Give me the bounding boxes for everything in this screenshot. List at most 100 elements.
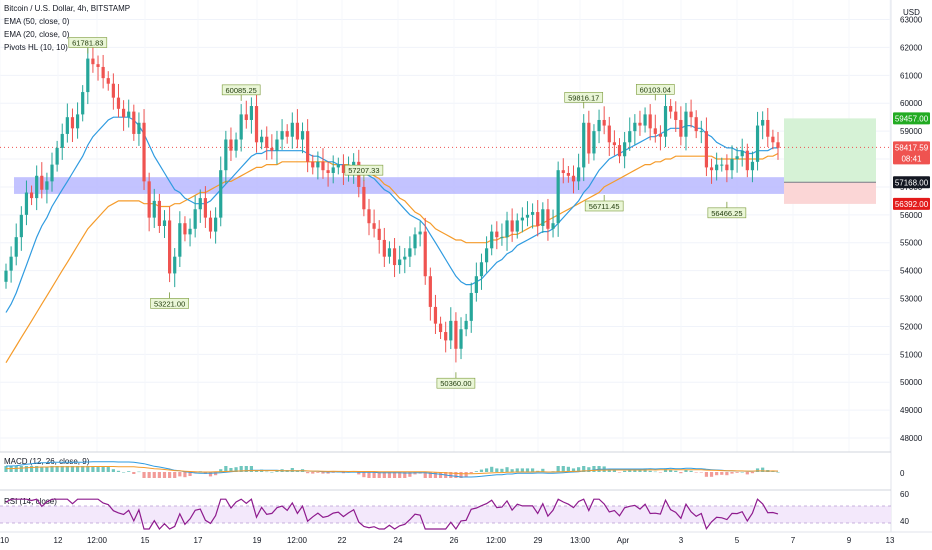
candle[interactable] bbox=[735, 147, 739, 173]
candle[interactable] bbox=[530, 203, 535, 229]
candle-body[interactable] bbox=[577, 167, 581, 182]
candle-body[interactable] bbox=[260, 136, 264, 143]
candle-body[interactable] bbox=[699, 131, 703, 133]
candle-body[interactable] bbox=[428, 276, 432, 307]
candle[interactable] bbox=[260, 129, 264, 150]
candle-body[interactable] bbox=[224, 139, 228, 171]
candle[interactable] bbox=[14, 223, 18, 266]
candle[interactable] bbox=[265, 126, 269, 160]
candle[interactable] bbox=[725, 154, 729, 183]
candle-body[interactable] bbox=[91, 58, 95, 65]
candle[interactable] bbox=[306, 119, 310, 173]
candle-body[interactable] bbox=[505, 220, 509, 238]
candle-body[interactable] bbox=[121, 108, 126, 118]
candle-body[interactable] bbox=[377, 228, 381, 240]
candle-body[interactable] bbox=[285, 131, 289, 137]
candle[interactable] bbox=[377, 220, 381, 254]
candle[interactable] bbox=[510, 208, 514, 242]
candle-body[interactable] bbox=[382, 239, 386, 257]
candle[interactable] bbox=[500, 223, 504, 246]
candle-body[interactable] bbox=[75, 114, 80, 129]
candle[interactable] bbox=[392, 237, 397, 278]
candle[interactable] bbox=[520, 207, 524, 233]
candle-body[interactable] bbox=[561, 170, 565, 173]
candle[interactable] bbox=[464, 313, 468, 337]
candle-body[interactable] bbox=[321, 161, 325, 171]
candle[interactable] bbox=[525, 201, 530, 227]
candle[interactable] bbox=[270, 134, 274, 160]
candle-body[interactable] bbox=[387, 248, 392, 257]
candle-body[interactable] bbox=[628, 131, 632, 143]
candle-body[interactable] bbox=[249, 106, 254, 120]
candle[interactable] bbox=[490, 224, 494, 256]
candle-body[interactable] bbox=[137, 122, 141, 134]
candle[interactable] bbox=[157, 193, 161, 233]
candle-body[interactable] bbox=[469, 292, 473, 321]
candle[interactable] bbox=[311, 154, 315, 175]
candle[interactable] bbox=[459, 317, 463, 360]
candle[interactable] bbox=[413, 227, 417, 256]
candle[interactable] bbox=[674, 101, 678, 132]
candle[interactable] bbox=[341, 154, 346, 185]
candle-body[interactable] bbox=[602, 119, 606, 126]
candle[interactable] bbox=[515, 213, 519, 239]
candle-body[interactable] bbox=[766, 119, 770, 137]
candle-body[interactable] bbox=[244, 114, 248, 120]
candle-body[interactable] bbox=[372, 223, 376, 229]
candle[interactable] bbox=[423, 217, 427, 285]
candle[interactable] bbox=[316, 151, 320, 180]
candle-body[interactable] bbox=[265, 136, 269, 148]
candle[interactable] bbox=[60, 123, 64, 160]
candle[interactable] bbox=[81, 85, 85, 122]
candle[interactable] bbox=[152, 188, 156, 228]
candle-body[interactable] bbox=[316, 161, 320, 168]
candle-body[interactable] bbox=[101, 66, 105, 79]
candle-body[interactable] bbox=[65, 117, 69, 134]
candle-body[interactable] bbox=[219, 170, 223, 218]
candle-body[interactable] bbox=[704, 131, 709, 168]
candle-body[interactable] bbox=[35, 175, 39, 199]
candle-body[interactable] bbox=[29, 192, 34, 199]
candle[interactable] bbox=[612, 130, 616, 156]
candle[interactable] bbox=[541, 202, 545, 233]
candle-body[interactable] bbox=[24, 192, 29, 215]
candle-body[interactable] bbox=[510, 220, 514, 232]
candle[interactable] bbox=[372, 209, 376, 238]
candle-body[interactable] bbox=[70, 117, 75, 129]
candle[interactable] bbox=[280, 119, 284, 150]
candle[interactable] bbox=[214, 207, 218, 244]
candle[interactable] bbox=[193, 195, 197, 238]
candle[interactable] bbox=[648, 104, 652, 141]
candle[interactable] bbox=[444, 321, 448, 353]
candle[interactable] bbox=[684, 102, 688, 151]
candle[interactable] bbox=[229, 127, 233, 161]
candle-body[interactable] bbox=[643, 114, 647, 126]
candle-body[interactable] bbox=[669, 106, 673, 112]
candle-body[interactable] bbox=[623, 142, 627, 157]
candle-body[interactable] bbox=[413, 234, 417, 249]
candle-body[interactable] bbox=[198, 198, 202, 210]
candle-body[interactable] bbox=[392, 248, 397, 266]
time-axis[interactable]: 10 12 12:00 15 17 19 12:00 22 24 26 12:00 29 13:00 Ap… bbox=[0, 531, 932, 545]
candle-body[interactable] bbox=[81, 92, 85, 115]
candle[interactable] bbox=[29, 185, 34, 206]
stop-zone[interactable] bbox=[784, 182, 876, 204]
symbol-title[interactable]: Bitcoin / U.S. Dollar, 4h, BITSTAMP bbox=[4, 4, 130, 13]
candle-body[interactable] bbox=[530, 212, 535, 215]
candle-body[interactable] bbox=[571, 175, 576, 182]
candle-body[interactable] bbox=[300, 131, 305, 140]
candle[interactable] bbox=[4, 263, 8, 289]
candle[interactable] bbox=[602, 106, 606, 135]
candle[interactable] bbox=[142, 109, 146, 191]
candle-body[interactable] bbox=[638, 122, 642, 126]
candle-body[interactable] bbox=[4, 270, 8, 282]
candle-body[interactable] bbox=[111, 83, 115, 98]
candle-body[interactable] bbox=[735, 156, 739, 160]
candle-body[interactable] bbox=[280, 131, 284, 140]
candle[interactable] bbox=[643, 107, 647, 133]
chart-legend[interactable]: Bitcoin / U.S. Dollar, 4h, BITSTAMP EMA … bbox=[4, 4, 130, 52]
candle[interactable] bbox=[244, 100, 248, 129]
candle-body[interactable] bbox=[484, 248, 489, 263]
candle-body[interactable] bbox=[40, 175, 44, 190]
candle-body[interactable] bbox=[203, 198, 207, 218]
